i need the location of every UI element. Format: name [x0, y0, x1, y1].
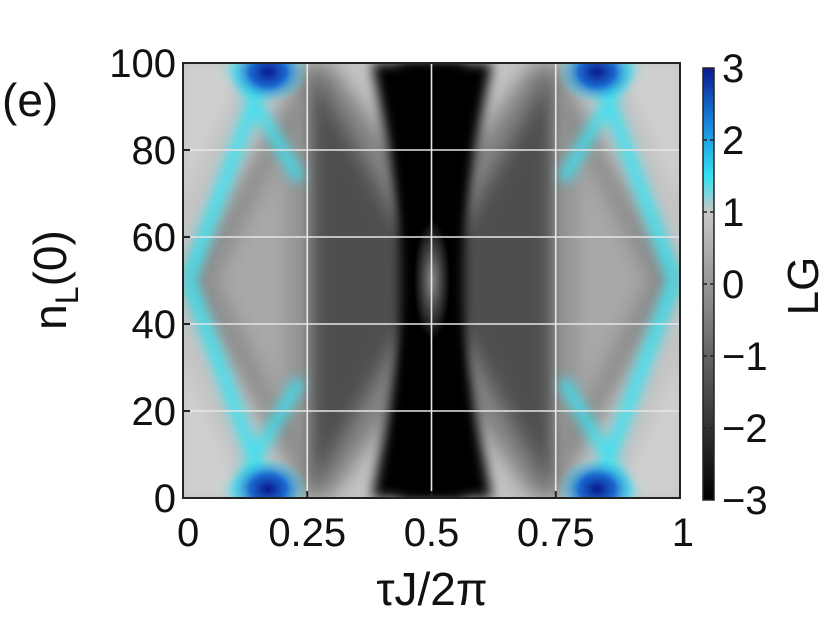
- y-tick-label: 60: [132, 216, 177, 260]
- y-tick-label: 40: [132, 303, 177, 347]
- y-tick-label: 0: [154, 477, 176, 521]
- blue-spot: [557, 63, 637, 104]
- colorbar-ticks: 3 2 1 0 −1 −2 −3: [703, 47, 768, 523]
- y-tick-label: 100: [109, 42, 176, 86]
- x-axis: 0 0.25 0.5 0.75 1: [177, 491, 694, 555]
- svg-text:nL(0): nL(0): [24, 230, 85, 330]
- colorbar-tick-label: 2: [722, 119, 744, 163]
- x-tick-label: 0.5: [404, 511, 460, 555]
- x-axis-label: τJ/2π: [376, 563, 487, 615]
- blue-spot: [557, 457, 637, 498]
- y-axis-label-subscript: L: [49, 286, 85, 304]
- x-tick-label: 0.25: [268, 511, 346, 555]
- heatmap-area: [183, 63, 680, 498]
- colorbar-tick-label: −2: [722, 407, 768, 451]
- x-tick-label: 0.75: [517, 511, 595, 555]
- colorbar-tick-label: 3: [722, 47, 744, 91]
- y-axis-label-tail: (0): [24, 230, 76, 286]
- blue-spot: [228, 63, 308, 104]
- grid-lines: [183, 63, 680, 498]
- blue-spot: [228, 457, 308, 498]
- y-tick-label: 20: [132, 390, 177, 434]
- colorbar-tick-label: −1: [722, 335, 768, 379]
- y-axis: 0 20 40 60 80 100: [109, 42, 190, 521]
- panel-label: (e): [2, 74, 58, 126]
- y-axis-label-main: n: [24, 304, 76, 330]
- x-tick-label: 0: [177, 511, 199, 555]
- blue-spots: [228, 63, 637, 498]
- x-tick-label: 1: [672, 511, 694, 555]
- colorbar-tick-label: 0: [722, 263, 744, 307]
- y-tick-label: 80: [132, 129, 177, 173]
- colorbar-tick-label: −3: [722, 479, 768, 523]
- colorbar-label: LG: [779, 257, 828, 316]
- y-axis-label: nL(0): [24, 230, 85, 330]
- colorbar-tick-label: 1: [722, 191, 744, 235]
